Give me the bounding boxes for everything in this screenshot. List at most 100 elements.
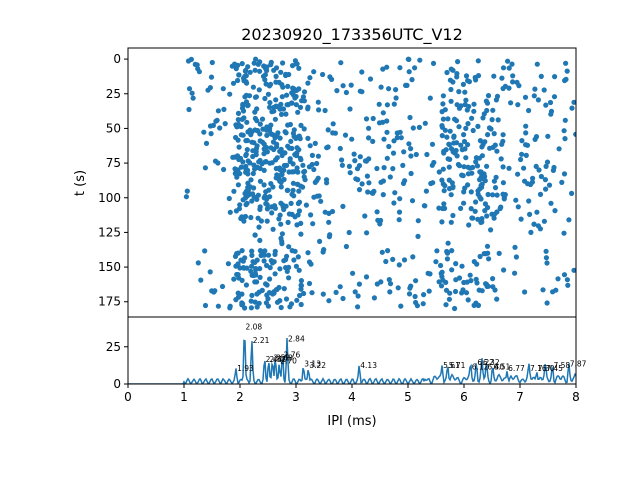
- scatter-point: [251, 60, 257, 66]
- scatter-point: [415, 218, 421, 224]
- scatter-point: [541, 218, 548, 224]
- scatter-point: [264, 218, 270, 224]
- scatter-point: [261, 167, 267, 173]
- scatter-point: [254, 118, 260, 124]
- scatter-point: [325, 127, 331, 133]
- scatter-point: [268, 81, 274, 87]
- scatter-point: [515, 102, 521, 108]
- scatter-point: [245, 64, 251, 70]
- scatter-point: [342, 132, 349, 138]
- scatter-point: [283, 111, 289, 117]
- scatter-point: [265, 91, 271, 97]
- scatter-point: [253, 56, 259, 62]
- peak-label: 2.63: [276, 354, 293, 363]
- scatter-point: [491, 215, 497, 221]
- scatter-point: [284, 92, 290, 98]
- scatter-point: [219, 283, 226, 290]
- peak-label: 6.51: [494, 363, 511, 372]
- scatter-point: [278, 69, 284, 75]
- scatter-point: [272, 251, 278, 257]
- scatter-point: [538, 173, 545, 180]
- scatter-point: [460, 287, 466, 293]
- scatter-point: [338, 60, 344, 66]
- scatter-point: [469, 215, 475, 221]
- scatter-point: [395, 285, 401, 291]
- scatter-point: [469, 115, 475, 121]
- scatter-point: [488, 227, 494, 233]
- scatter-point: [475, 302, 481, 308]
- scatter-point: [273, 287, 279, 293]
- scatter-point: [494, 296, 500, 302]
- scatter-point: [334, 88, 340, 94]
- scatter-point: [528, 229, 534, 235]
- scatter-point: [243, 282, 249, 288]
- peak-label: 7.16: [530, 364, 547, 373]
- scatter-point: [364, 230, 370, 236]
- y-tick-label: 75: [106, 156, 121, 170]
- scatter-point: [550, 289, 556, 295]
- scatter-point: [301, 89, 308, 95]
- scatter-point: [333, 289, 339, 295]
- scatter-point: [298, 157, 304, 163]
- scatter-point: [491, 73, 497, 79]
- scatter-point: [379, 249, 385, 255]
- scatter-point: [215, 108, 221, 114]
- scatter-point: [471, 108, 477, 114]
- scatter-point: [458, 142, 464, 148]
- scatter-point: [201, 129, 207, 135]
- peak-label: 2.70: [280, 357, 297, 366]
- scatter-point: [269, 204, 275, 210]
- scatter-point: [477, 138, 483, 144]
- scatter-point: [458, 205, 464, 211]
- scatter-point: [315, 153, 321, 159]
- scatter-point: [277, 173, 283, 179]
- scatter-point: [269, 210, 275, 216]
- chart-title: 20230920_173356UTC_V12: [241, 25, 463, 45]
- scatter-point: [265, 303, 271, 309]
- scatter-point: [351, 151, 357, 157]
- scatter-point: [278, 146, 284, 152]
- scatter-point: [340, 203, 346, 209]
- scatter-point: [315, 99, 321, 105]
- scatter-point: [271, 104, 277, 110]
- scatter-point: [452, 288, 459, 295]
- scatter-point: [484, 163, 490, 169]
- x-tick-label: 2: [236, 390, 244, 404]
- scatter-point: [281, 286, 287, 292]
- scatter-point: [278, 221, 284, 227]
- scatter-point: [240, 108, 247, 114]
- scatter-point: [459, 147, 465, 153]
- scatter-point: [269, 160, 275, 166]
- scatter-point: [465, 121, 471, 127]
- scatter-point: [252, 127, 258, 133]
- scatter-point: [522, 94, 529, 100]
- scatter-point: [541, 87, 547, 93]
- peak-label: 7.58: [553, 361, 570, 370]
- scatter-point: [448, 66, 454, 72]
- scatter-point: [446, 296, 452, 302]
- scatter-point: [227, 91, 233, 97]
- scatter-point: [271, 259, 277, 265]
- scatter-point: [394, 135, 400, 141]
- scatter-point: [380, 178, 386, 184]
- scatter-point: [293, 61, 299, 67]
- scatter-point: [286, 275, 292, 281]
- scatter-point: [459, 172, 465, 178]
- scatter-point: [263, 65, 269, 72]
- scatter-point: [428, 180, 434, 187]
- x-tick-label: 1: [180, 390, 188, 404]
- scatter-point: [262, 248, 268, 254]
- scatter-point: [337, 284, 343, 290]
- scatter-point: [561, 272, 568, 278]
- scatter-point: [490, 284, 496, 290]
- scatter-point: [538, 73, 544, 79]
- scatter-point: [413, 151, 419, 158]
- scatter-points: [183, 56, 576, 312]
- scatter-point: [490, 276, 496, 282]
- scatter-point: [449, 248, 455, 254]
- scatter-point: [235, 182, 241, 188]
- scatter-point: [293, 102, 299, 108]
- scatter-point: [427, 271, 433, 277]
- scatter-point: [207, 123, 214, 129]
- scatter-point: [227, 305, 233, 311]
